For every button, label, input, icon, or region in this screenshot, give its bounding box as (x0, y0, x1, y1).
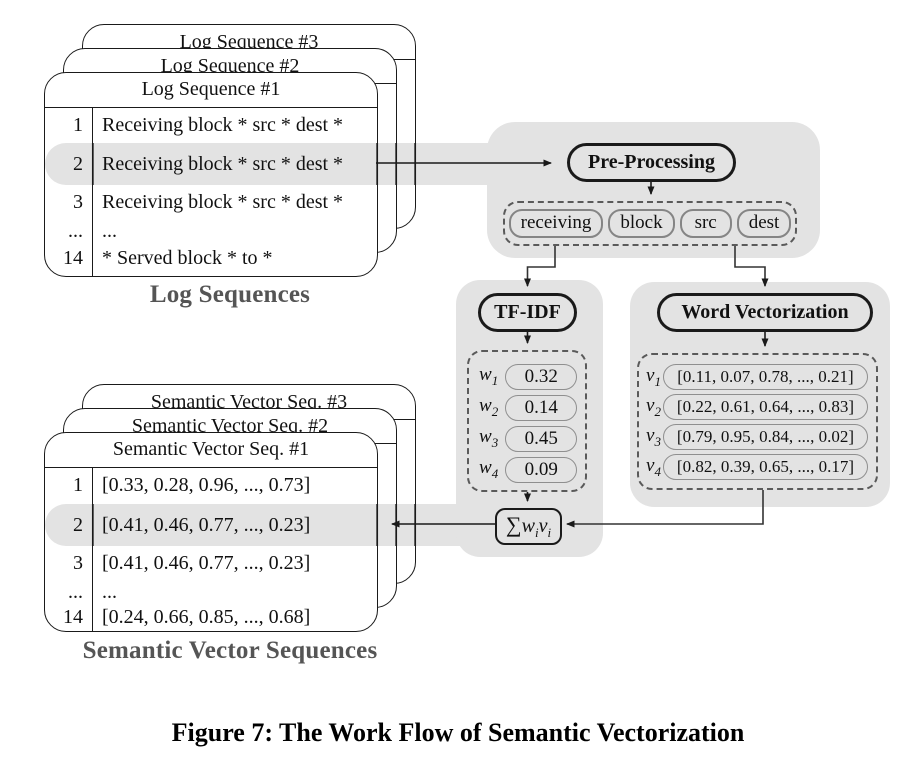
vector-row: v4 [0.82, 0.39, 0.65, ..., 0.17] (639, 452, 876, 482)
row-text: * Served block * to * (102, 246, 273, 269)
weight-value-pill: 0.45 (505, 425, 578, 452)
weight-label: w2 (479, 395, 499, 419)
token-list-box: receiving block src dest (503, 201, 797, 246)
row-text: Receiving block * src * dest * (102, 113, 344, 136)
vector-label: v3 (646, 424, 661, 449)
row-text: [0.33, 0.28, 0.96, ..., 0.73] (102, 474, 311, 496)
table-row-ellipsis: ... ... (44, 580, 378, 604)
row-text: [0.41, 0.46, 0.77, ..., 0.23] (102, 513, 311, 536)
row-number: 1 (73, 474, 83, 496)
row-number: 2 (73, 152, 83, 175)
token-pill: receiving (508, 209, 604, 238)
vector-value-pill: [0.79, 0.95, 0.84, ..., 0.02] (662, 424, 868, 450)
row-text: ... (102, 580, 117, 603)
weight-value-pill: 0.09 (505, 456, 578, 483)
log-sequences-caption: Log Sequences (149, 281, 311, 308)
token-row: receiving block src dest (505, 203, 795, 244)
semantic-vector-table: Semantic Vector Seq. #1 1 [0.33, 0.28, 0… (44, 432, 378, 632)
weight-label: w1 (479, 364, 499, 388)
tfidf-panel: TF-IDF w1 0.32 w2 0.14 w3 0.45 w4 0.09 ∑… (456, 280, 603, 557)
table-row: 3 Receiving block * src * dest * (44, 185, 378, 219)
vector-row: v2 [0.22, 0.61, 0.64, ..., 0.83] (639, 392, 876, 422)
table-row: 14 [0.24, 0.66, 0.85, ..., 0.68] (44, 604, 378, 630)
vector-value-pill: [0.11, 0.07, 0.78, ..., 0.21] (662, 364, 868, 390)
row-number: 14 (63, 246, 83, 269)
table-row: 3 [0.41, 0.46, 0.77, ..., 0.23] (44, 546, 378, 580)
weight-value-pill: 0.32 (505, 363, 578, 390)
weighted-sum-box: ∑wivi (495, 508, 562, 545)
figure-caption: Figure 7: The Work Flow of Semantic Vect… (171, 718, 745, 747)
word-vectorization-capsule: Word Vectorization (657, 293, 873, 332)
row-text: [0.24, 0.66, 0.85, ..., 0.68] (102, 605, 311, 628)
weight-row: w4 0.09 (469, 454, 585, 485)
token-pill: src (679, 209, 732, 238)
table-row-highlighted: 2 Receiving block * src * dest * (44, 143, 378, 185)
title-separator-line (44, 467, 378, 468)
vector-row: v3 [0.79, 0.95, 0.84, ..., 0.02] (639, 422, 876, 452)
semantic-vector-card-1-title: Semantic Vector Seq. #1 (112, 438, 310, 460)
row-number: 3 (73, 190, 83, 213)
title-separator-line (44, 107, 378, 108)
row-text: ... (102, 219, 117, 242)
sum-formula: ∑wivi (505, 512, 552, 540)
table-row: 14 * Served block * to * (44, 243, 378, 273)
table-row: 1 [0.33, 0.28, 0.96, ..., 0.73] (44, 467, 378, 504)
weight-row: w2 0.14 (469, 392, 585, 423)
weight-row: w1 0.32 (469, 361, 585, 392)
row-text: [0.41, 0.46, 0.77, ..., 0.23] (102, 551, 311, 574)
word-vectorization-panel: Word Vectorization v1 [0.11, 0.07, 0.78,… (630, 282, 890, 507)
column-separator-line (92, 467, 93, 632)
preprocessing-panel: Pre-Processing receiving block src dest (487, 122, 820, 258)
table-row-highlighted: 2 [0.41, 0.46, 0.77, ..., 0.23] (44, 504, 378, 546)
table-row: 1 Receiving block * src * dest * (44, 107, 378, 143)
row-text: Receiving block * src * dest * (102, 152, 344, 175)
vector-row-2-highlight-band (45, 504, 500, 546)
weight-label: w3 (479, 426, 499, 450)
weights-box: w1 0.32 w2 0.14 w3 0.45 w4 0.09 (467, 350, 587, 492)
preprocessing-capsule: Pre-Processing (567, 143, 736, 182)
row-number: 3 (73, 551, 83, 574)
row-number: 14 (63, 605, 83, 628)
token-pill: block (608, 209, 675, 238)
table-row-ellipsis: ... ... (44, 219, 378, 243)
log-row-2-highlight-band (45, 143, 540, 185)
weight-value-pill: 0.14 (505, 394, 578, 421)
vector-value-pill: [0.22, 0.61, 0.64, ..., 0.83] (662, 394, 868, 420)
log-sequence-card-1-title: Log Sequence #1 (141, 78, 281, 100)
vector-label: v1 (646, 364, 661, 389)
row-number: 2 (73, 513, 83, 536)
vectors-box: v1 [0.11, 0.07, 0.78, ..., 0.21] v2 [0.2… (637, 353, 878, 490)
row-text: Receiving block * src * dest * (102, 190, 344, 213)
weight-label: w4 (479, 457, 499, 481)
column-separator-line (92, 107, 93, 277)
token-pill: dest (736, 209, 792, 238)
log-sequence-table: Log Sequence #1 1 Receiving block * src … (44, 72, 378, 277)
row-number: 1 (73, 113, 83, 136)
weight-row: w3 0.45 (469, 423, 585, 454)
vector-label: v4 (646, 454, 661, 479)
row-number: ... (68, 219, 83, 242)
vector-value-pill: [0.82, 0.39, 0.65, ..., 0.17] (662, 454, 868, 480)
tfidf-capsule: TF-IDF (478, 293, 577, 332)
vector-label: v2 (646, 394, 661, 419)
row-number: ... (68, 580, 83, 603)
vector-row: v1 [0.11, 0.07, 0.78, ..., 0.21] (639, 362, 876, 392)
semantic-vector-sequences-caption: Semantic Vector Sequences (82, 637, 378, 664)
